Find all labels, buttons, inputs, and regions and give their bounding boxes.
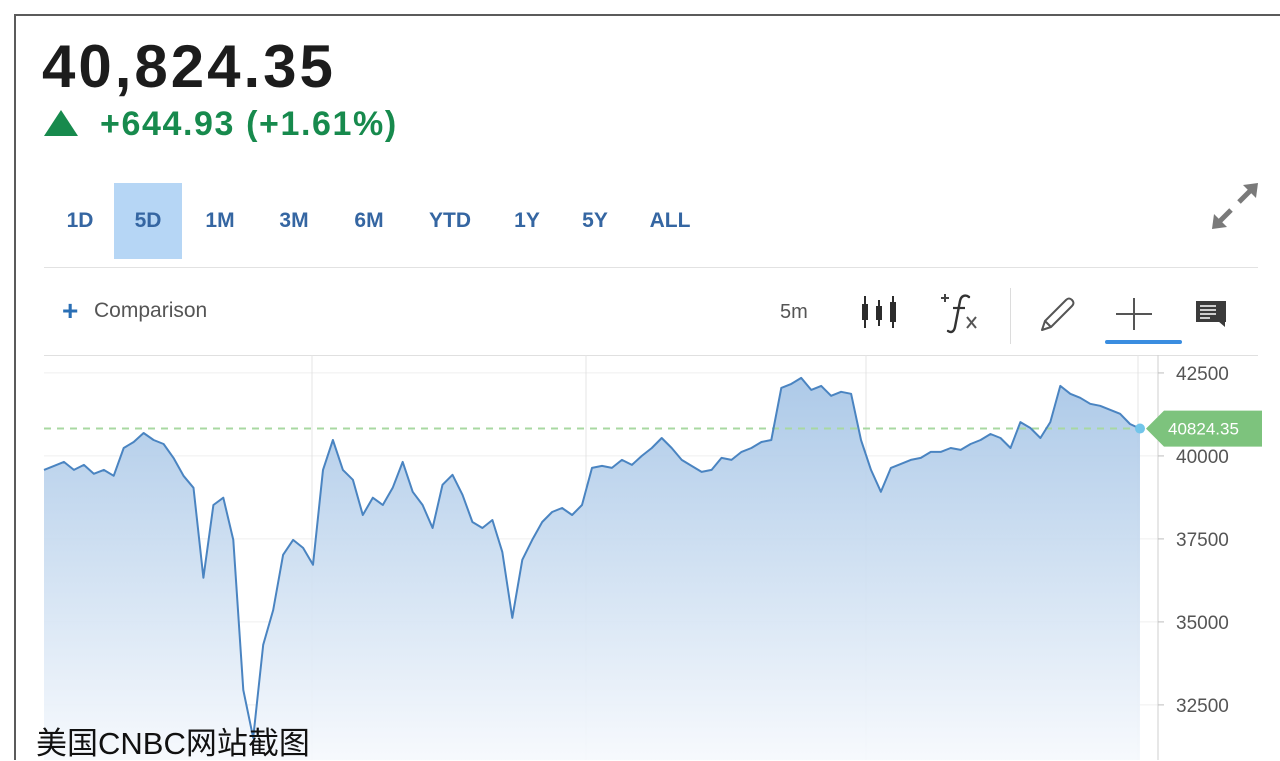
chart-top-border — [44, 355, 1258, 356]
fx-indicators-icon[interactable] — [938, 288, 986, 336]
tab-all[interactable]: ALL — [649, 209, 691, 232]
tab-1m[interactable]: 1M — [205, 209, 235, 232]
crosshair-icon[interactable] — [1114, 296, 1154, 332]
tab-1y[interactable]: 1Y — [514, 209, 540, 232]
y-tick-label: 40000 — [1176, 447, 1229, 468]
plus-icon: + — [62, 295, 79, 326]
tab-ytd[interactable]: YTD — [429, 209, 471, 232]
tab-5y[interactable]: 5Y — [582, 209, 608, 232]
price-change: +644.93 (+1.61%) — [100, 105, 398, 143]
header-divider — [44, 267, 1258, 268]
pencil-icon[interactable] — [1036, 292, 1080, 336]
last-price: 40,824.35 — [42, 33, 336, 100]
interval-selector[interactable]: 5m — [780, 301, 808, 323]
last-price-badge — [1146, 410, 1262, 447]
tab-5d[interactable]: 5D — [114, 183, 182, 259]
triangle-up-icon — [44, 110, 78, 136]
y-tick-label: 42500 — [1176, 364, 1229, 385]
candlestick-icon[interactable] — [857, 292, 903, 332]
last-price-markers: 40824.35 — [1135, 410, 1262, 447]
last-point-marker — [1135, 423, 1145, 434]
widget-frame — [14, 14, 1280, 760]
expand-arrows-icon[interactable] — [1210, 181, 1260, 231]
last-price-badge-label: 40824.35 — [1168, 420, 1239, 439]
y-tick-label: 32500 — [1176, 696, 1229, 717]
active-tool-indicator — [1105, 340, 1182, 344]
y-tick-label: 37500 — [1176, 530, 1229, 551]
price-series — [43, 376, 1141, 760]
image-caption: 美国CNBC网站截图 — [36, 726, 310, 761]
comparison-button[interactable]: + Comparison — [58, 296, 228, 326]
y-tick-label: 35000 — [1176, 613, 1229, 634]
tab-6m[interactable]: 6M — [354, 209, 384, 232]
toolbar-separator — [1010, 288, 1011, 344]
comparison-label: Comparison — [94, 299, 208, 322]
y-axis-ticks: 42500 40000 37500 35000 32500 — [1158, 364, 1229, 717]
comment-icon[interactable] — [1194, 298, 1230, 328]
price-chart[interactable]: 42500 40000 37500 35000 32500 40824.35 — [0, 355, 1280, 760]
series-line — [43, 376, 1141, 739]
tab-3m[interactable]: 3M — [279, 209, 309, 232]
series-area — [44, 377, 1140, 760]
tab-1d[interactable]: 1D — [66, 209, 94, 232]
